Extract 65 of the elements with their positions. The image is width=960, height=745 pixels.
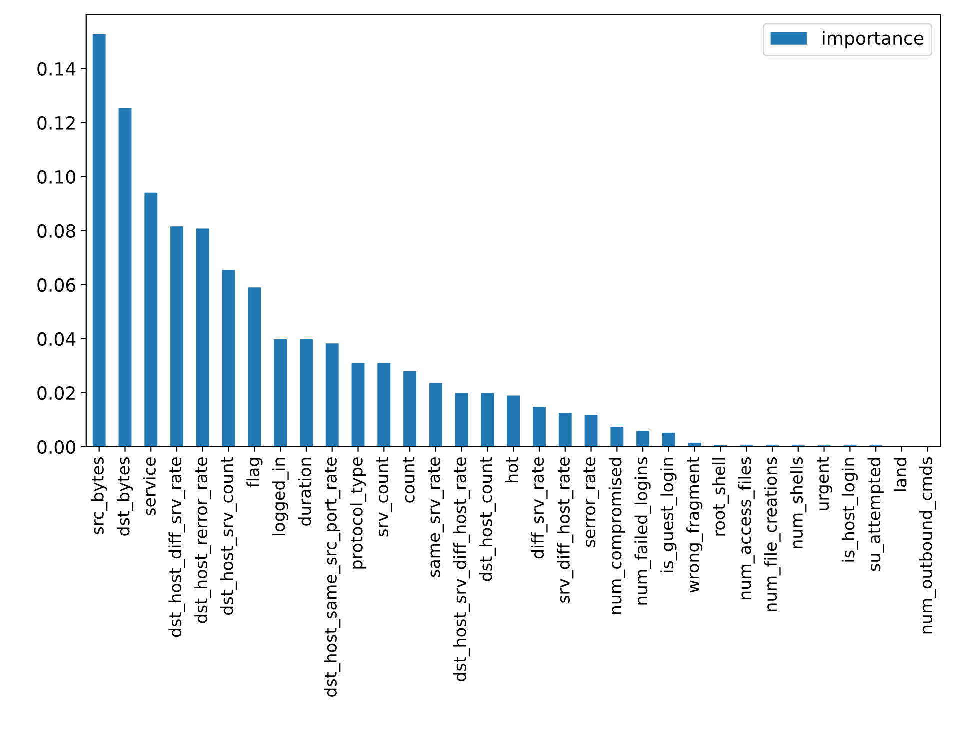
bar <box>222 270 236 447</box>
bar <box>662 432 676 447</box>
x-tick-label: dst_host_srv_diff_host_rate <box>454 458 470 682</box>
x-tick-label: is_guest_login <box>660 458 678 572</box>
y-tick-label: 0.06 <box>38 278 76 292</box>
bar <box>455 393 468 447</box>
x-tick-label: duration <box>298 458 312 526</box>
x-tick-label: num_outbound_cmds <box>920 458 936 634</box>
x-tick-label: root_shell <box>712 458 730 536</box>
bar <box>352 363 365 447</box>
bar <box>429 383 442 447</box>
x-tick-label: urgent <box>817 457 832 510</box>
x-tick-label: hot <box>506 457 518 483</box>
legend-label: importance <box>823 31 924 49</box>
x-tick-label: num_compromised <box>608 458 626 614</box>
bar <box>248 288 262 447</box>
bar <box>92 34 106 447</box>
bar <box>636 431 650 447</box>
x-tick-label: src_bytes <box>91 458 108 534</box>
x-tick-label: srv_diff_host_rate <box>557 458 574 603</box>
bar <box>144 192 158 447</box>
y-tick-label: 0.08 <box>38 224 76 238</box>
bar <box>118 108 132 447</box>
x-tick-label: num_shells <box>790 458 807 548</box>
x-tick-label: is_host_login <box>842 458 858 562</box>
y-tick-label: 0.14 <box>38 62 76 76</box>
bar <box>481 393 494 447</box>
x-tick-label: num_access_files <box>738 458 755 600</box>
y-tick-label: 0.02 <box>38 386 75 400</box>
x-tick-label: service <box>143 458 156 516</box>
x-tick-label: srv_count <box>376 457 392 537</box>
x-tick-label: serror_rate <box>584 458 600 548</box>
bar <box>300 340 313 447</box>
x-tick-label: wrong_fragment <box>686 457 704 593</box>
x-tick-label: count <box>402 457 415 503</box>
x-tick-label: same_srv_rate <box>428 458 444 578</box>
y-tick-label: 0.10 <box>38 170 76 184</box>
y-tick-label: 0.12 <box>38 116 75 130</box>
x-tick-label: num_file_creations <box>764 458 781 612</box>
x-tick-label: dst_host_same_src_port_rate <box>324 458 341 697</box>
x-tick-label: num_failed_logins <box>634 458 652 605</box>
bar <box>584 415 598 447</box>
bar <box>558 413 572 447</box>
x-tick-label: land <box>894 458 907 492</box>
bar <box>610 427 624 447</box>
x-tick-label: diff_srv_rate <box>531 458 548 559</box>
bar <box>533 407 546 447</box>
bar <box>326 344 339 447</box>
bar <box>378 363 391 447</box>
x-tick-label: dst_host_srv_count <box>220 457 238 615</box>
x-tick-label: su_attempted <box>868 458 884 572</box>
x-tick-label: protocol_type <box>350 458 367 569</box>
x-tick-label: dst_host_count <box>479 457 496 582</box>
x-tick-label: flag <box>246 458 263 488</box>
bar <box>196 228 210 447</box>
x-tick-label: dst_host_rerror_rate <box>194 458 212 624</box>
x-tick-label: logged_in <box>272 458 289 536</box>
bar <box>404 371 417 447</box>
y-tick-label: 0.04 <box>38 332 76 346</box>
bar <box>507 396 520 447</box>
bar <box>274 340 288 447</box>
x-tick-label: dst_bytes <box>116 458 134 536</box>
bar <box>170 226 184 447</box>
x-tick-label: dst_host_diff_srv_rate <box>168 458 186 638</box>
y-tick-label: 0.00 <box>38 440 76 454</box>
